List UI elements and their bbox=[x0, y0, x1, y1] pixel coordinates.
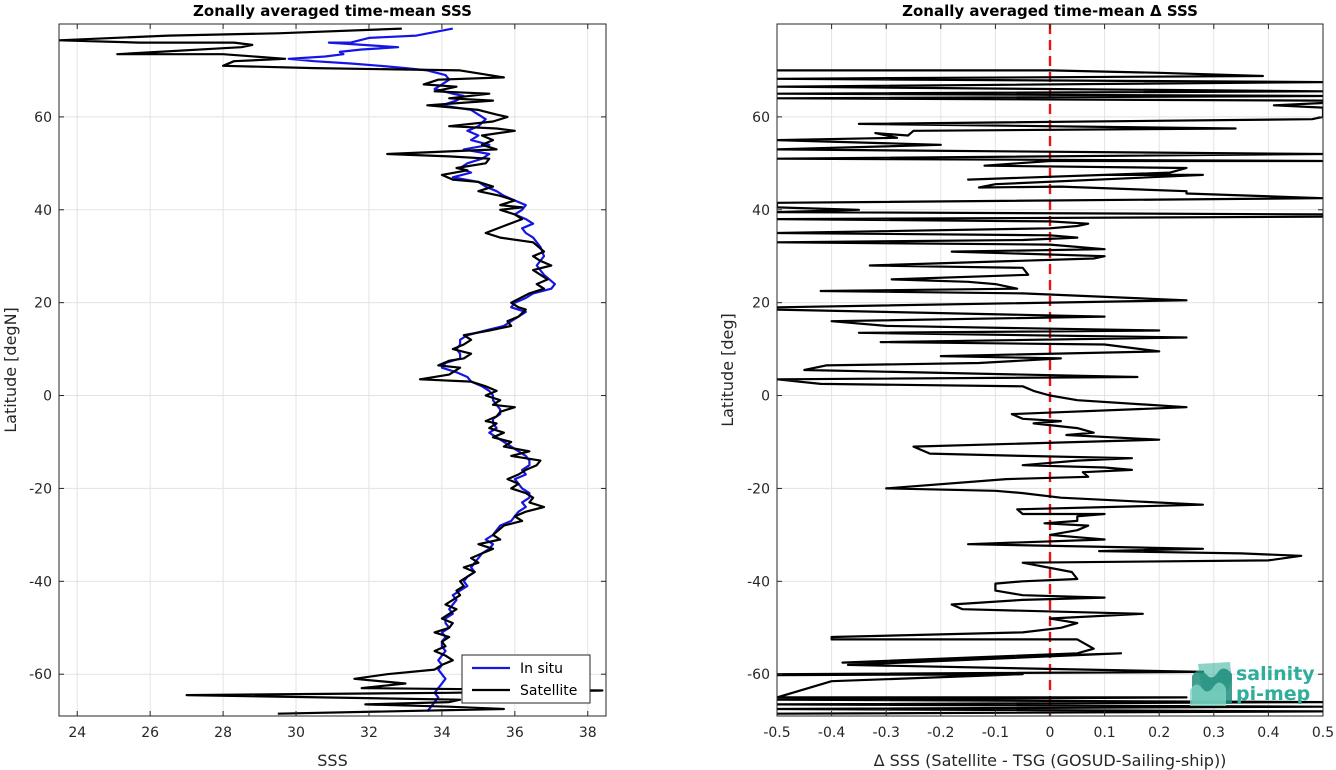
chart-title: Zonally averaged time-mean Δ SSS bbox=[902, 2, 1198, 20]
x-axis-label: SSS bbox=[317, 751, 347, 770]
y-tick-label: -20 bbox=[747, 481, 770, 497]
chart-title: Zonally averaged time-mean SSS bbox=[193, 2, 472, 20]
x-tick-label: 36 bbox=[506, 725, 524, 741]
legend-label-satellite: Satellite bbox=[520, 683, 577, 699]
legend: In situ Satellite bbox=[461, 654, 591, 704]
x-tick-label: 30 bbox=[287, 725, 305, 741]
x-tick-label: 0.4 bbox=[1257, 725, 1279, 741]
x-tick-label: 0 bbox=[1046, 725, 1055, 741]
series-line-satellite bbox=[59, 27, 604, 715]
y-tick-label: -40 bbox=[747, 574, 770, 590]
delta-sss-panel: -0.5 -0.4 -0.3 -0.2 -0.1 0 0.1 0.2 0.3 0.4 0.5 -60 -… bbox=[718, 2, 1334, 770]
x-tick-label: -0.2 bbox=[927, 725, 954, 741]
logo-text-pi-mep: pi-mep bbox=[1236, 683, 1310, 705]
x-tick-label: 32 bbox=[360, 725, 378, 741]
legend-label-in-situ: In situ bbox=[520, 661, 563, 677]
x-tick-label: 0.1 bbox=[1093, 725, 1115, 741]
y-tick-label: 40 bbox=[752, 203, 770, 219]
y-axis-label: Latitude [deg] bbox=[718, 313, 737, 427]
salinity-pi-mep-logo: salinity pi-mep bbox=[1190, 662, 1315, 706]
x-tick-label: -0.3 bbox=[873, 725, 900, 741]
x-tick-label: 0.5 bbox=[1312, 725, 1334, 741]
x-tick-label: 38 bbox=[579, 725, 597, 741]
y-axis-label: Latitude [degN] bbox=[1, 307, 20, 433]
axes-frame bbox=[58, 23, 607, 717]
x-tick-label: 0.3 bbox=[1203, 725, 1225, 741]
x-tick-label: -0.5 bbox=[763, 725, 790, 741]
y-tick-label: -20 bbox=[29, 481, 52, 497]
series-line-in-situ bbox=[287, 27, 556, 713]
series-line bbox=[777, 69, 1323, 715]
y-tick-label: 60 bbox=[752, 110, 770, 126]
x-tick-label: 28 bbox=[214, 725, 232, 741]
x-tick-label: 26 bbox=[141, 725, 159, 741]
sss-panel: 24 26 28 30 32 34 36 38 -60 -40 -20 0 20 40 60 Zonally… bbox=[1, 2, 607, 770]
x-axis-label: Δ SSS (Satellite - TSG (GOSUD-Sailing-sh… bbox=[874, 751, 1227, 770]
x-tick-label: 24 bbox=[68, 725, 86, 741]
y-tick-label: -40 bbox=[29, 574, 52, 590]
y-tick-label: -60 bbox=[747, 667, 770, 683]
x-tick-label: -0.1 bbox=[982, 725, 1009, 741]
y-tick-label: 40 bbox=[34, 203, 52, 219]
y-tick-label: -60 bbox=[29, 667, 52, 683]
y-tick-label: 20 bbox=[34, 296, 52, 312]
x-tick-label: -0.4 bbox=[818, 725, 845, 741]
x-tick-label: 0.2 bbox=[1148, 725, 1170, 741]
y-tick-label: 60 bbox=[34, 110, 52, 126]
wave-icon bbox=[1190, 662, 1232, 706]
y-tick-label: 0 bbox=[43, 389, 52, 405]
x-tick-label: 34 bbox=[433, 725, 451, 741]
logo-text-salinity: salinity bbox=[1236, 663, 1315, 685]
y-tick-label: 20 bbox=[752, 296, 770, 312]
y-tick-label: 0 bbox=[761, 389, 770, 405]
